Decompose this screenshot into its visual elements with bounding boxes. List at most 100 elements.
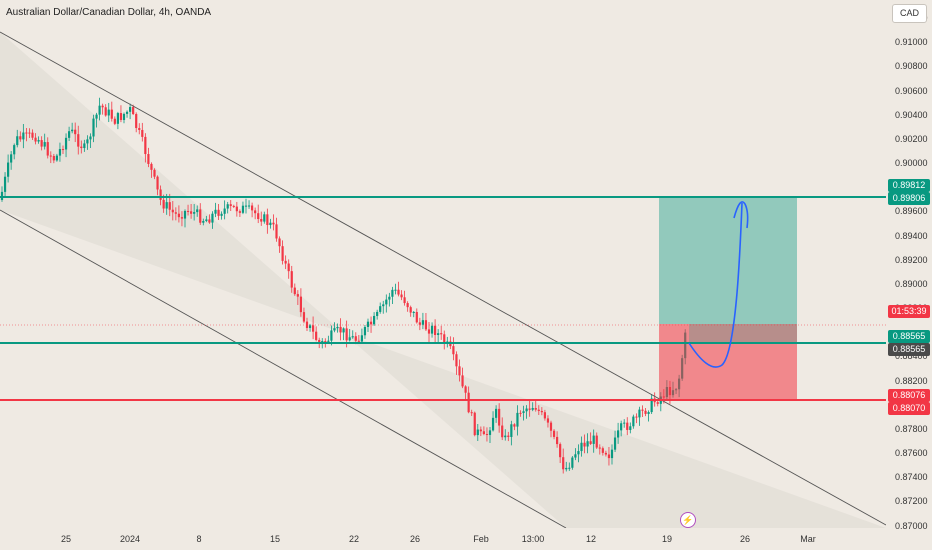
- candle-body: [64, 137, 68, 150]
- candle-body: [25, 132, 28, 134]
- candle-body: [171, 209, 174, 213]
- time-label: 26: [739, 534, 751, 544]
- candle-body: [415, 311, 418, 323]
- candle-body: [388, 296, 391, 300]
- candles: [0, 97, 687, 474]
- candle-body: [211, 213, 214, 223]
- channel-upper-line[interactable]: [0, 31, 886, 526]
- price-axis[interactable]: 0.912000.910000.908000.906000.904000.902…: [886, 0, 932, 531]
- candle-body: [205, 219, 208, 221]
- candle-body: [135, 114, 138, 129]
- candle-body: [272, 222, 275, 225]
- candle-body: [617, 430, 620, 438]
- time-axis[interactable]: 25 2024 8 15 22 26 Feb 13:00 12 19 26 Ma…: [0, 528, 886, 550]
- candle-body: [546, 418, 550, 423]
- candle-body: [235, 206, 238, 212]
- candle-body: [46, 142, 49, 156]
- candle-body: [254, 210, 257, 214]
- candle-body: [601, 448, 604, 453]
- candle-body: [519, 412, 522, 414]
- candle-body: [138, 128, 141, 130]
- candle-body: [577, 451, 580, 455]
- candle-body: [190, 211, 193, 214]
- candle-body: [7, 162, 10, 177]
- price-tick-label: 0.87400: [895, 472, 928, 483]
- candle-body: [437, 333, 440, 336]
- candle-body: [232, 205, 235, 207]
- candle-body: [186, 210, 190, 212]
- channel-lower-line[interactable]: [0, 209, 567, 528]
- candle-body: [83, 143, 86, 149]
- candle-body: [308, 325, 312, 328]
- position-target-zone[interactable]: [659, 197, 797, 324]
- candle-body: [281, 246, 284, 261]
- lightning-icon[interactable]: ⚡: [680, 512, 696, 528]
- candle-body: [345, 328, 348, 341]
- price-tick-label: 0.87800: [895, 423, 928, 434]
- price-tick-label: 0.87600: [895, 448, 928, 459]
- candle-body: [125, 111, 129, 114]
- candle-body: [495, 408, 498, 418]
- candle-body: [16, 136, 19, 146]
- candle-body: [299, 296, 302, 313]
- candle-body: [302, 312, 306, 322]
- candle-body: [92, 118, 95, 137]
- candle-body: [583, 442, 586, 447]
- candle-body: [113, 118, 116, 124]
- candle-body: [534, 408, 537, 410]
- candle-body: [342, 328, 345, 333]
- candle-body: [455, 354, 458, 367]
- candle-body: [68, 131, 71, 138]
- candle-body: [290, 271, 293, 288]
- candle-body: [174, 212, 177, 214]
- candle-body: [531, 408, 534, 410]
- candle-body: [430, 325, 434, 334]
- currency-button[interactable]: CAD: [892, 4, 927, 23]
- candle-body: [260, 219, 263, 222]
- candle-body: [360, 335, 363, 342]
- candle-body: [610, 449, 614, 459]
- candle-body: [296, 294, 299, 297]
- candle-body: [363, 326, 367, 336]
- time-label: 2024: [119, 534, 141, 544]
- price-badge: 0.88070: [888, 402, 930, 416]
- candle-body: [656, 402, 659, 404]
- price-tick-label: 0.90800: [895, 61, 928, 72]
- candle-body: [80, 146, 83, 149]
- candle-body: [247, 205, 251, 207]
- candle-body: [607, 454, 611, 459]
- candle-body: [409, 307, 412, 313]
- price-tick-label: 0.90400: [895, 109, 928, 120]
- position-stop-zone[interactable]: [659, 324, 797, 400]
- candle-body: [549, 422, 553, 431]
- time-label: 22: [348, 534, 360, 544]
- price-tick-label: 0.90600: [895, 85, 928, 96]
- candle-body: [543, 412, 546, 419]
- symbol-title[interactable]: Australian Dollar/Canadian Dollar, 4h, O…: [6, 7, 212, 18]
- candle-body: [13, 145, 16, 155]
- candle-body: [22, 132, 25, 140]
- candle-body: [623, 422, 626, 424]
- candle-body: [129, 107, 132, 112]
- candle-body: [122, 113, 126, 121]
- candle-body: [421, 320, 424, 325]
- candle-body: [229, 204, 232, 206]
- forecast-arrow-path[interactable]: [688, 202, 743, 368]
- candle-body: [580, 442, 583, 452]
- candle-body: [132, 107, 135, 115]
- candle-body: [385, 299, 388, 305]
- candle-body: [141, 129, 144, 137]
- candle-body: [214, 209, 217, 214]
- candle-body: [74, 129, 77, 135]
- candle-body: [476, 429, 479, 436]
- candle-body: [604, 452, 607, 455]
- candle-body: [516, 412, 519, 427]
- price-tick-label: 0.89000: [895, 278, 928, 289]
- price-badge: 0.88076: [888, 389, 930, 403]
- price-tick-label: 0.89600: [895, 206, 928, 217]
- candle-body: [351, 336, 354, 338]
- price-badge: 0.88565: [888, 342, 930, 356]
- time-label: 25: [60, 534, 72, 544]
- chart-area[interactable]: [0, 0, 886, 528]
- candle-body: [220, 213, 223, 216]
